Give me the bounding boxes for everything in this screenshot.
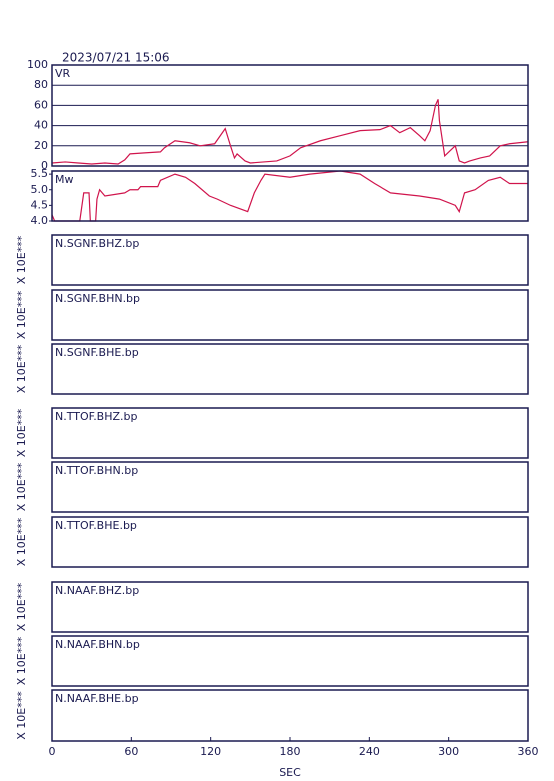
x-tick-label: 360 <box>518 745 539 758</box>
timestamp: 2023/07/21 15:06 <box>62 51 170 65</box>
x-tick-label: 300 <box>438 745 459 758</box>
panel-frame <box>51 516 529 568</box>
x-tick-label: 180 <box>280 745 301 758</box>
y-axis-label: X 10E*** <box>15 235 28 284</box>
y-axis-label: X 10E*** <box>15 344 28 393</box>
panel-label: N.NAAF.BHZ.bp <box>55 584 139 597</box>
panel-frame <box>51 170 529 222</box>
panel-frame <box>51 689 529 742</box>
y-axis-label: X 10E*** <box>15 462 28 511</box>
y-tick-label: 0 <box>41 159 48 172</box>
y-tick-label: 100 <box>27 58 48 71</box>
panel-frame <box>51 581 529 633</box>
panel-label: N.TTOF.BHN.bp <box>55 464 138 477</box>
panel-label: N.NAAF.BHN.bp <box>55 638 140 651</box>
y-axis-label: X 10E*** <box>15 636 28 685</box>
y-tick-label: 5.0 <box>31 183 49 196</box>
panel-label: VR <box>55 67 71 80</box>
panel-label: N.SGNF.BHE.bp <box>55 346 139 359</box>
x-axis-label: SEC <box>279 766 301 779</box>
panel-frame <box>51 407 529 459</box>
y-axis-label: X 10E*** <box>15 582 28 631</box>
panel-frame <box>51 234 529 286</box>
y-axis-label: X 10E*** <box>15 517 28 566</box>
panel-frame <box>51 343 529 395</box>
y-axis-label: X 10E*** <box>15 290 28 339</box>
panel-frame <box>51 289 529 341</box>
x-tick-label: 240 <box>359 745 380 758</box>
panel-frame <box>51 635 529 687</box>
panel-label: N.TTOF.BHZ.bp <box>55 410 138 423</box>
panel-label: N.SGNF.BHN.bp <box>55 292 140 305</box>
y-tick-label: 4.0 <box>31 214 49 227</box>
data-line <box>51 99 529 165</box>
y-tick-label: 4.5 <box>31 198 49 211</box>
panel-frame <box>51 461 529 513</box>
panel-frame <box>51 64 529 167</box>
y-axis-label: X 10E*** <box>15 691 28 740</box>
panel-label: Mw <box>55 173 74 186</box>
y-tick-label: 60 <box>34 98 48 111</box>
x-tick-label: 60 <box>124 745 138 758</box>
y-tick-label: 20 <box>34 139 48 152</box>
y-tick-label: 5.5 <box>31 167 49 180</box>
y-tick-label: 80 <box>34 78 48 91</box>
panel-label: N.NAAF.BHE.bp <box>55 692 139 705</box>
panel-label: N.TTOF.BHE.bp <box>55 519 137 532</box>
x-tick-label: 120 <box>200 745 221 758</box>
panel-label: N.SGNF.BHZ.bp <box>55 237 139 250</box>
x-tick-label: 0 <box>49 745 56 758</box>
data-line <box>51 170 528 222</box>
y-tick-label: 40 <box>34 119 48 132</box>
y-axis-label: X 10E*** <box>15 408 28 457</box>
